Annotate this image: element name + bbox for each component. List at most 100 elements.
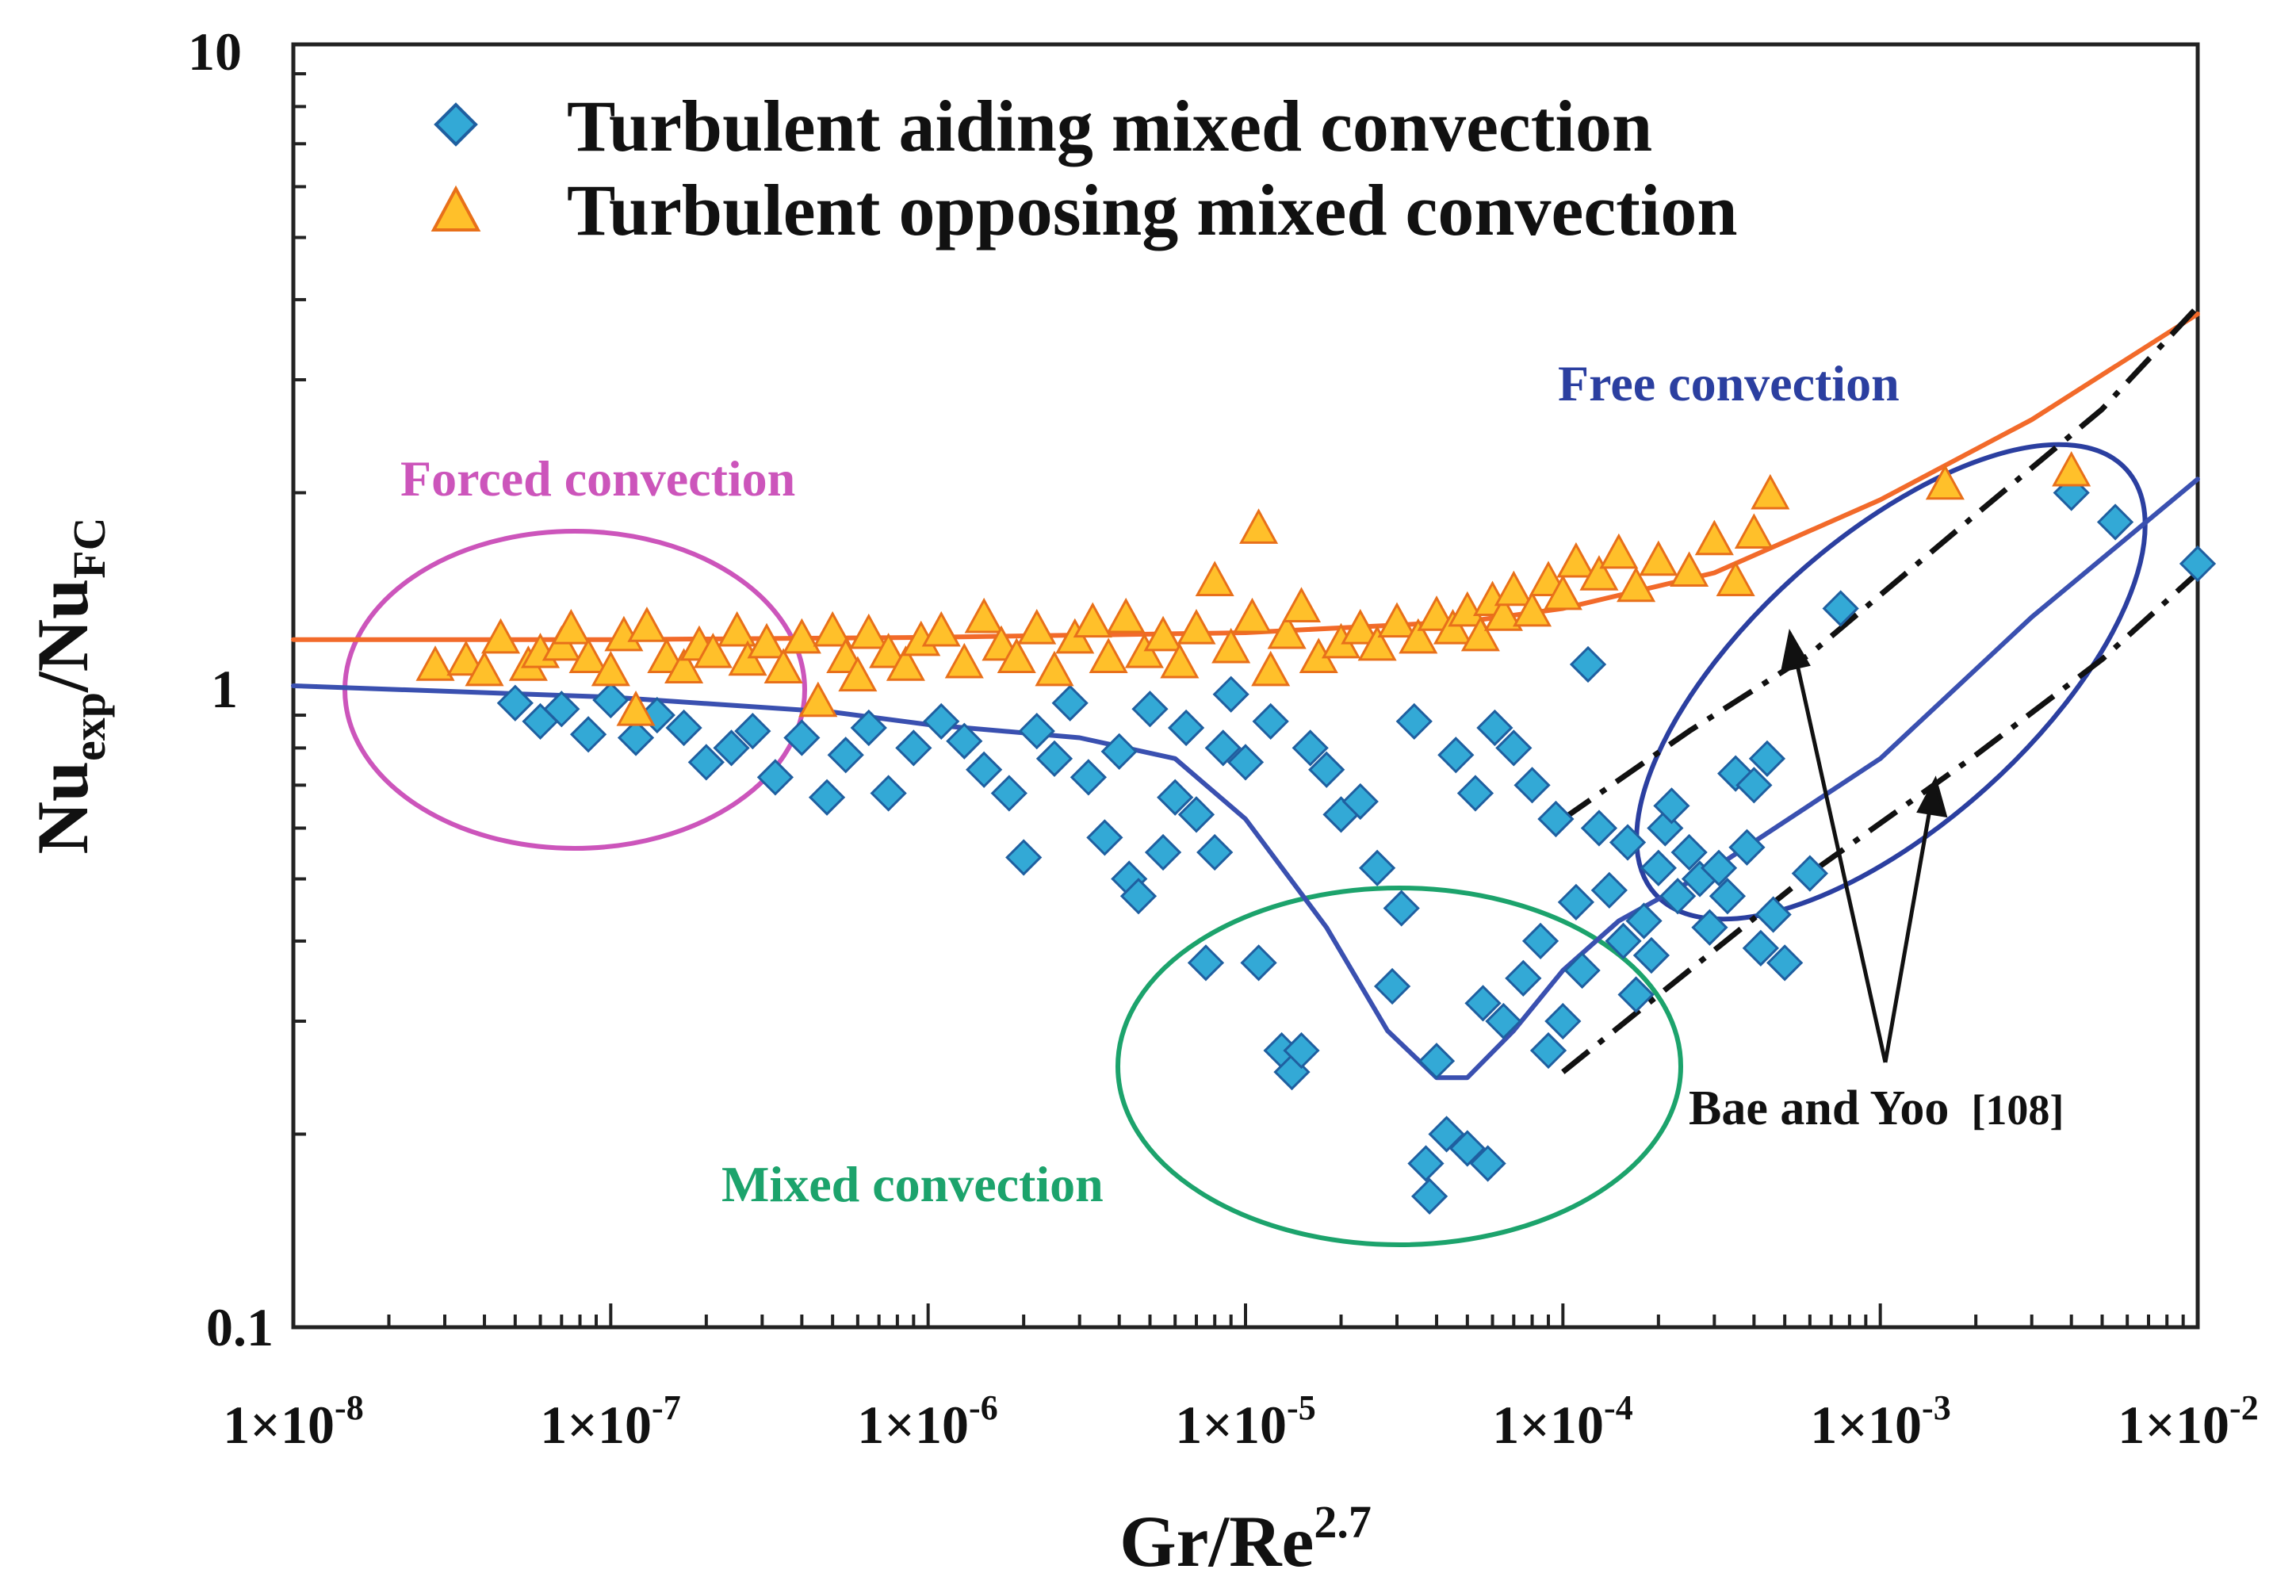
aiding-point	[1469, 1145, 1506, 1182]
opposing-point	[1399, 618, 1438, 654]
aiding-point	[1373, 967, 1411, 1005]
aiding-point	[1240, 944, 1277, 982]
opposing-point	[1106, 597, 1146, 633]
aiding-point	[1742, 929, 1779, 966]
aiding-point	[1557, 883, 1595, 920]
aiding-point	[1383, 890, 1420, 927]
aiding-point	[946, 722, 983, 760]
opposing-point	[551, 609, 591, 645]
aiding-point	[850, 709, 887, 747]
opposing-point	[465, 650, 504, 687]
aiding-point	[1505, 959, 1542, 997]
aiding-point	[1428, 1116, 1465, 1153]
aiding-point	[1308, 751, 1345, 788]
opposing-point	[1195, 561, 1234, 596]
aiding-point	[1485, 1002, 1522, 1040]
opposing-point	[782, 618, 821, 654]
aiding-point	[895, 729, 932, 767]
y-tick-label: 10	[188, 21, 242, 82]
legend-label-aiding: Turbulent aiding mixed convection	[567, 86, 1652, 166]
aiding-point	[1456, 775, 1494, 812]
opposing-point	[1357, 625, 1397, 661]
aiding-point	[1766, 944, 1804, 982]
aiding-point	[1051, 684, 1089, 721]
bae-yoo-label: Bae and Yoo [108]	[1689, 1081, 2064, 1135]
aiding-point	[1018, 712, 1055, 750]
aiding-point	[496, 684, 534, 721]
opposing-point	[1073, 602, 1112, 638]
aiding-point	[543, 691, 580, 728]
aiding-point	[783, 719, 821, 756]
aiding-point	[1670, 833, 1708, 871]
opposing-point	[1177, 609, 1216, 645]
legend-label-opposing: Turbulent opposing mixed convection	[567, 170, 1738, 251]
aiding-point	[1513, 767, 1551, 804]
arrow-line-lower	[1883, 800, 1934, 1063]
aiding-point	[2096, 503, 2134, 541]
forced-convection-label: Forced convection	[400, 450, 795, 507]
aiding-point	[1464, 985, 1502, 1022]
aiding-point	[665, 709, 702, 747]
opposing-point	[446, 640, 486, 676]
opposing-point	[1483, 595, 1523, 631]
opposing-point	[1494, 570, 1533, 607]
opposing-point	[1716, 561, 1755, 596]
aiding-point	[1659, 878, 1697, 915]
opposing-point	[1417, 595, 1456, 631]
opposing-point	[997, 637, 1036, 674]
mixed-convection-ellipse	[1115, 886, 1683, 1247]
opposing-point	[1211, 627, 1251, 664]
opposing-point	[1281, 587, 1322, 622]
aiding-point	[827, 737, 864, 774]
aiding-point	[1563, 951, 1601, 989]
opposing-point	[921, 610, 961, 647]
aiding-point	[1131, 691, 1169, 728]
aiding-point	[1418, 1043, 1456, 1080]
opposing-point	[1599, 533, 1639, 569]
opposing-point	[664, 648, 704, 684]
aiding-point	[923, 702, 960, 741]
aiding-point	[1728, 829, 1766, 866]
axis-ticks	[292, 72, 2199, 1329]
y-axis-title: Nuexp/NuFC	[22, 517, 115, 854]
aiding-point	[1283, 1031, 1320, 1070]
aiding-point	[1212, 676, 1249, 713]
aiding-point	[1341, 783, 1379, 821]
aiding-point	[1035, 740, 1073, 777]
aiding-point	[1292, 729, 1329, 767]
aiding-point	[1755, 896, 1792, 933]
aiding-point	[1529, 1031, 1567, 1070]
y-tick-label: 1	[211, 659, 238, 719]
opposing-point	[415, 645, 455, 681]
aiding-point	[1187, 944, 1225, 982]
aiding-point	[1544, 1002, 1582, 1040]
x-tick-label: 1×10-7	[540, 1388, 680, 1455]
aiding-point	[1691, 909, 1728, 946]
opposing-point	[1460, 615, 1500, 652]
x-tick-label: 1×10-3	[1810, 1388, 1950, 1455]
aiding-point	[1580, 809, 1618, 847]
aiding-point	[1640, 849, 1677, 886]
opposing-point	[718, 610, 757, 647]
opposing-point	[1734, 513, 1774, 549]
opposing-point	[1925, 464, 1965, 500]
arrow-line-upper	[1793, 653, 1888, 1063]
opposing-point	[1639, 540, 1678, 576]
aiding-point	[1609, 824, 1647, 861]
aiding-point	[1709, 878, 1747, 915]
aiding-point	[1448, 1130, 1486, 1167]
aiding-point	[1748, 740, 1786, 777]
aiding-point	[1735, 767, 1773, 804]
arrow-head-upper	[1780, 629, 1811, 673]
aiding-point	[734, 712, 771, 750]
arrow-head-lower	[1916, 775, 1948, 818]
opposing-point	[1232, 597, 1272, 633]
opposing-point	[616, 691, 656, 726]
opposing-point	[1579, 555, 1619, 591]
opposing-point	[1160, 642, 1200, 679]
aiding-point	[1196, 833, 1234, 871]
aiding-point	[756, 759, 794, 796]
aiding-point	[1700, 849, 1738, 886]
aiding-point	[966, 751, 1003, 788]
